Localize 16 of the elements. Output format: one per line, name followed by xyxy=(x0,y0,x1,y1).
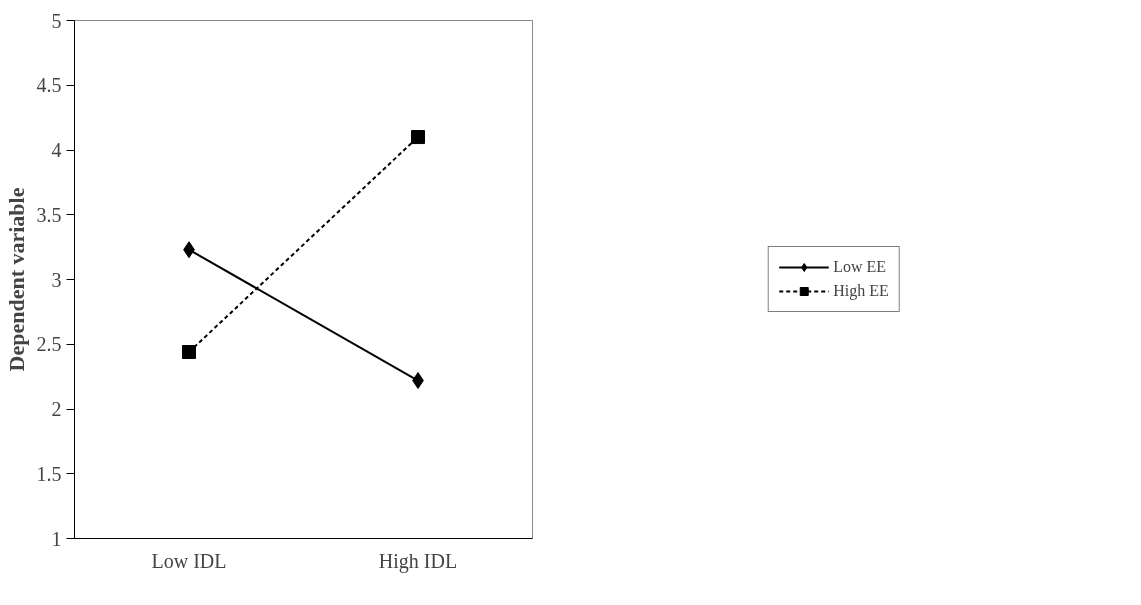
y-axis-title: Dependent variable xyxy=(3,187,29,372)
y-tick-label: 4.5 xyxy=(36,74,62,97)
y-tick-label: 2 xyxy=(51,398,62,420)
x-tick-label: High IDL xyxy=(378,549,458,573)
y-tick-label: 1 xyxy=(51,527,62,550)
y-tick-label: 3 xyxy=(51,268,62,291)
y-tick-label: 5 xyxy=(51,9,62,32)
y-tick-label: 3.5 xyxy=(36,203,62,226)
point xyxy=(411,130,425,145)
y-tick-label: 4 xyxy=(51,139,62,161)
y-tick-label: 1.5 xyxy=(36,462,62,485)
x-tick-label: Low IDL xyxy=(151,549,227,572)
point xyxy=(182,345,196,360)
legend-label: High EE xyxy=(833,282,889,300)
y-tick-label: 2.5 xyxy=(36,333,62,356)
legend-label: Low EE xyxy=(833,258,887,276)
